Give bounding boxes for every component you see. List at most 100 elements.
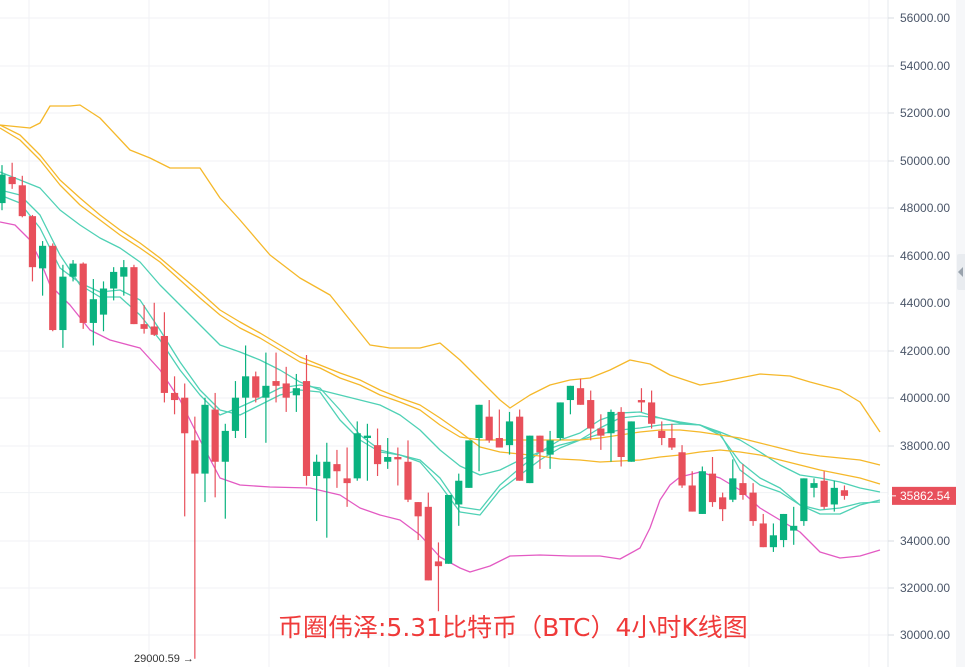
candle[interactable]	[49, 243, 57, 332]
candle[interactable]	[343, 447, 351, 507]
candle[interactable]	[485, 400, 493, 443]
candle[interactable]	[302, 354, 311, 486]
y-axis-tick-label: 50000.00	[900, 154, 950, 168]
candle[interactable]	[769, 523, 777, 552]
candle[interactable]	[516, 409, 524, 481]
y-axis-tick-label: 38000.00	[900, 439, 950, 453]
candle[interactable]	[242, 345, 250, 439]
candle[interactable]	[313, 454, 321, 522]
candle[interactable]	[708, 457, 717, 507]
candle[interactable]	[160, 312, 168, 403]
candle[interactable]	[526, 435, 534, 484]
chevron-left-icon	[958, 267, 963, 277]
candle[interactable]	[373, 428, 382, 476]
y-axis-tick-label: 54000.00	[900, 59, 950, 73]
candle[interactable]	[120, 260, 128, 296]
ma-mid-line	[0, 171, 881, 493]
candle[interactable]	[648, 390, 656, 429]
candle[interactable]	[820, 471, 828, 510]
y-axis-tick-label: 56000.00	[900, 11, 950, 25]
candle[interactable]	[18, 175, 26, 218]
candle[interactable]	[505, 411, 514, 455]
candle[interactable]	[759, 513, 767, 548]
candle[interactable]	[333, 449, 341, 488]
candle[interactable]	[536, 435, 544, 469]
candle[interactable]	[150, 302, 158, 336]
candle[interactable]	[262, 352, 270, 443]
candle[interactable]	[323, 442, 331, 538]
candle[interactable]	[739, 464, 747, 500]
candle[interactable]	[688, 471, 696, 512]
candle[interactable]	[779, 513, 788, 548]
candle[interactable]	[668, 423, 676, 450]
candle[interactable]	[749, 483, 757, 526]
candle[interactable]	[414, 502, 422, 541]
candle[interactable]	[587, 390, 595, 441]
candle[interactable]	[170, 376, 179, 415]
candle[interactable]	[181, 383, 189, 517]
candle[interactable]	[840, 485, 849, 500]
candle[interactable]	[272, 352, 280, 403]
candle[interactable]	[627, 421, 635, 462]
candle[interactable]	[404, 440, 412, 503]
candle[interactable]	[607, 409, 615, 462]
candle[interactable]	[8, 162, 16, 189]
candle[interactable]	[292, 373, 300, 412]
candle[interactable]	[424, 492, 432, 581]
candle[interactable]	[231, 381, 240, 439]
y-axis[interactable]: 56000.00 54000.00 52000.00 50000.00 48000.00…	[888, 11, 950, 642]
candle[interactable]	[637, 388, 646, 412]
candle[interactable]	[658, 421, 666, 446]
candle[interactable]	[434, 542, 443, 612]
candle[interactable]	[140, 305, 148, 334]
candle[interactable]	[729, 459, 737, 503]
candle[interactable]	[394, 447, 402, 486]
current-price-value: 35862.54	[900, 489, 950, 503]
candle[interactable]	[221, 423, 229, 519]
candle[interactable]	[353, 421, 361, 481]
candle[interactable]	[546, 430, 554, 469]
current-price-tag: 35862.54	[888, 486, 956, 505]
candle[interactable]	[110, 267, 118, 301]
candle[interactable]	[800, 478, 808, 526]
candle[interactable]	[719, 492, 727, 522]
candle[interactable]	[79, 262, 87, 329]
candle[interactable]	[69, 260, 77, 282]
candle[interactable]	[465, 440, 473, 488]
candle[interactable]	[28, 214, 37, 282]
candle[interactable]	[455, 473, 463, 526]
candle[interactable]	[0, 165, 6, 211]
candle[interactable]	[566, 385, 574, 415]
candle[interactable]	[810, 478, 818, 498]
candle[interactable]	[201, 397, 209, 503]
grid-lines	[0, 0, 888, 667]
candle[interactable]	[790, 506, 798, 545]
candle[interactable]	[445, 494, 453, 564]
candle[interactable]	[698, 466, 706, 514]
y-axis-tick-label: 46000.00	[900, 249, 950, 263]
candle[interactable]	[99, 281, 108, 332]
candle[interactable]	[252, 371, 260, 403]
candle[interactable]	[495, 409, 503, 448]
candle[interactable]	[191, 416, 199, 659]
candle[interactable]	[130, 264, 138, 325]
candle[interactable]	[678, 445, 686, 488]
candle[interactable]	[576, 378, 585, 405]
candle[interactable]	[617, 407, 625, 467]
candle[interactable]	[384, 438, 392, 469]
ma-fast-1-line	[0, 194, 881, 515]
candle[interactable]	[211, 392, 219, 498]
candle[interactable]	[556, 402, 564, 441]
boll-upper-line	[0, 104, 881, 433]
candle[interactable]	[475, 404, 483, 472]
collapse-panel-handle[interactable]	[957, 254, 965, 290]
candle[interactable]	[59, 264, 67, 348]
candle[interactable]	[89, 279, 97, 346]
candle[interactable]	[363, 423, 371, 481]
candle[interactable]	[39, 241, 47, 296]
candle[interactable]	[597, 414, 605, 450]
candle[interactable]	[282, 366, 290, 412]
candle[interactable]	[830, 480, 838, 512]
